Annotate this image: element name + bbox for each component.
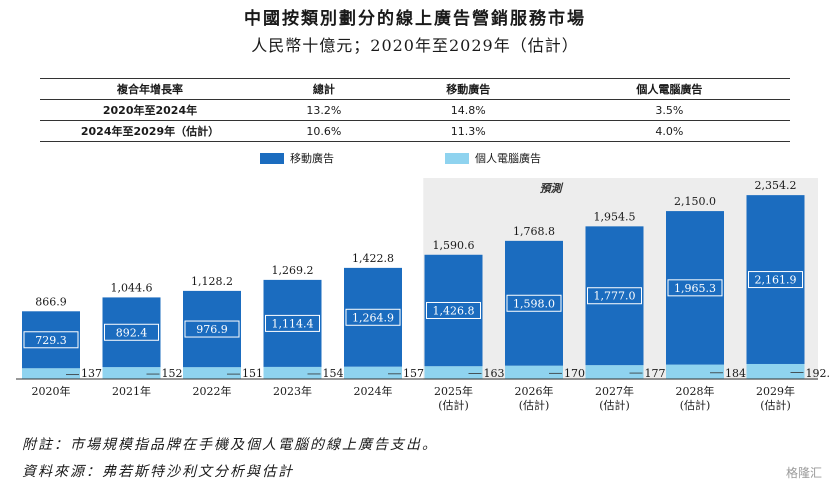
legend-pc: 個人電腦廣告 (445, 150, 541, 166)
bar-mobile (424, 254, 483, 367)
mobile-label-box (23, 331, 79, 349)
page-subtitle: 人民幣十億元；2020年至2029年（估計） (251, 36, 579, 55)
mobile-label-box (104, 323, 159, 341)
total-value-label: 1,422.8 (352, 252, 394, 265)
total-value-label: 2,354.2 (755, 179, 797, 192)
cagr-mobile-value: 14.8% (387, 99, 549, 121)
mobile-label-box (667, 279, 723, 297)
mobile-value-label: 1,965.3 (674, 282, 716, 295)
x-tick-label: (估計) (760, 398, 791, 412)
legend-pc-swatch (445, 152, 469, 164)
total-value-label: 866.9 (35, 295, 67, 308)
x-tick-label: 2026年 (515, 384, 554, 398)
x-tick-label: 2022年 (193, 384, 232, 398)
mobile-value-label: 1,426.8 (433, 304, 475, 317)
mobile-label-box (748, 271, 803, 289)
cagr-pc-value: 3.5% (548, 99, 790, 121)
bar-mobile (585, 226, 644, 366)
x-tick-label: 2028年 (676, 384, 715, 398)
total-value-label: 1,269.2 (272, 264, 314, 277)
bar-mobile (746, 195, 805, 364)
x-tick-label: 2024年 (354, 384, 393, 398)
mobile-value-label: 1,264.9 (352, 311, 394, 324)
bar-pc (666, 364, 724, 379)
cagr-mobile-value: 11.3% (387, 120, 549, 142)
mobile-value-label: 976.9 (196, 323, 228, 336)
total-value-label: 1,590.6 (433, 239, 475, 252)
bar-mobile (263, 279, 322, 367)
x-tick-label: (估計) (519, 398, 550, 412)
bar-pc (746, 363, 805, 379)
legend-mobile-swatch (260, 152, 284, 164)
mobile-value-label: 892.4 (116, 326, 148, 339)
mobile-value-label: 729.3 (35, 334, 67, 347)
x-tick-label: 2021年 (112, 384, 151, 398)
total-value-label: 1,768.8 (513, 225, 555, 238)
cagr-header-row: 複合年增長率 總計 移動廣告 個人電腦廣告 (40, 78, 790, 100)
x-tick-label: 2023年 (273, 384, 312, 398)
mobile-header: 移動廣告 (387, 78, 549, 100)
legend-mobile-label: 移動廣告 (290, 152, 334, 165)
x-tick-label: (估計) (680, 398, 711, 412)
mobile-label-box (506, 294, 562, 312)
pc-value-label: 192.3 (806, 367, 830, 380)
chart-note: 附註：市場規模指品牌在手機及個人電腦的線上廣告支出。 (22, 437, 438, 453)
bar-mobile (666, 211, 724, 365)
bar-pc (22, 368, 80, 379)
x-tick-label: 2029年 (756, 384, 795, 398)
bar-pc (585, 365, 644, 379)
mobile-label-box (587, 287, 642, 305)
bar-mobile (183, 290, 241, 368)
watermark-logo: 格隆汇 (785, 466, 822, 480)
total-value-label: 1,954.5 (594, 210, 636, 223)
x-tick-label: 2025年 (434, 384, 473, 398)
legend-pc-label: 個人電腦廣告 (475, 152, 541, 165)
bar-pc (505, 365, 563, 379)
cagr-row-label: 2020年至2024年 (40, 99, 260, 121)
bar-pc (424, 366, 483, 379)
bar-mobile (102, 297, 161, 368)
cagr-header: 複合年增長率 (40, 78, 260, 100)
cagr-row-label: 2024年至2029年（估計） (40, 120, 260, 142)
mobile-value-label: 1,777.0 (594, 290, 636, 303)
bar-mobile (344, 267, 402, 367)
total-value-label: 1,128.2 (191, 275, 233, 288)
x-tick-label: 2020年 (32, 384, 71, 398)
cagr-total-value: 10.6% (260, 120, 388, 142)
forecast-label: 預測 (540, 182, 564, 195)
mobile-label-box (426, 301, 481, 319)
cagr-table: 複合年增長率 總計 移動廣告 個人電腦廣告 2020年至2024年 13.2% … (40, 78, 790, 142)
x-tick-label: 2027年 (595, 384, 634, 398)
mobile-label-box (345, 308, 401, 326)
page-title: 中國按類別劃分的線上廣告營銷服務市場 (244, 9, 586, 29)
bar-pc (102, 367, 161, 379)
cagr-row: 2024年至2029年（估計） 10.6% 11.3% 4.0% (40, 120, 790, 142)
bar-pc (344, 366, 402, 379)
bar-mobile (22, 311, 80, 369)
cagr-total-value: 13.2% (260, 99, 388, 121)
total-header: 總計 (260, 78, 388, 100)
bar-mobile (505, 240, 563, 366)
bar-pc (263, 366, 322, 379)
bar-pc (183, 367, 241, 379)
total-value-label: 2,150.0 (674, 195, 716, 208)
cagr-pc-value: 4.0% (548, 120, 790, 142)
total-value-label: 1,044.6 (111, 281, 153, 294)
mobile-value-label: 1,114.4 (272, 317, 314, 330)
mobile-value-label: 2,161.9 (755, 274, 797, 287)
pc-header: 個人電腦廣告 (548, 78, 790, 100)
mobile-label-box (184, 320, 240, 338)
chart-source: 資料來源：弗若斯特沙利文分析與估計 (22, 464, 294, 480)
mobile-value-label: 1,598.0 (513, 297, 555, 310)
cagr-row: 2020年至2024年 13.2% 14.8% 3.5% (40, 99, 790, 121)
mobile-label-box (265, 314, 320, 332)
x-tick-label: (估計) (599, 398, 630, 412)
legend-mobile: 移動廣告 (260, 150, 334, 166)
x-tick-label: (估計) (438, 398, 469, 412)
